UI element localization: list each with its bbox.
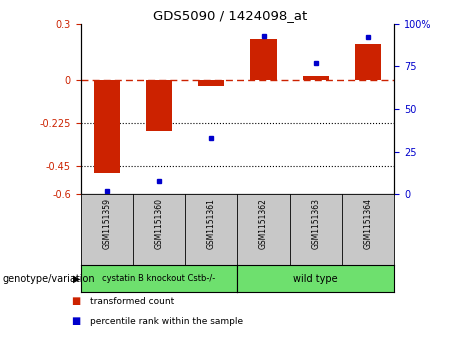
Text: GSM1151363: GSM1151363 bbox=[311, 198, 320, 249]
Text: wild type: wild type bbox=[294, 274, 338, 284]
Text: percentile rank within the sample: percentile rank within the sample bbox=[90, 317, 243, 326]
Text: ▶: ▶ bbox=[73, 274, 80, 284]
Bar bbox=[198, 81, 225, 86]
Text: ■: ■ bbox=[71, 296, 81, 306]
Text: GSM1151360: GSM1151360 bbox=[154, 198, 164, 249]
Text: GSM1151361: GSM1151361 bbox=[207, 198, 216, 249]
Text: GSM1151364: GSM1151364 bbox=[364, 198, 372, 249]
Text: GSM1151359: GSM1151359 bbox=[102, 198, 111, 249]
Text: transformed count: transformed count bbox=[90, 297, 174, 306]
Text: GDS5090 / 1424098_at: GDS5090 / 1424098_at bbox=[154, 9, 307, 22]
Text: cystatin B knockout Cstb-/-: cystatin B knockout Cstb-/- bbox=[102, 274, 216, 283]
Bar bbox=[355, 44, 381, 81]
Bar bbox=[303, 76, 329, 81]
Bar bbox=[250, 39, 277, 81]
Text: GSM1151362: GSM1151362 bbox=[259, 198, 268, 249]
Bar bbox=[146, 81, 172, 131]
Bar bbox=[94, 81, 120, 174]
Text: genotype/variation: genotype/variation bbox=[2, 274, 95, 284]
Text: ■: ■ bbox=[71, 316, 81, 326]
